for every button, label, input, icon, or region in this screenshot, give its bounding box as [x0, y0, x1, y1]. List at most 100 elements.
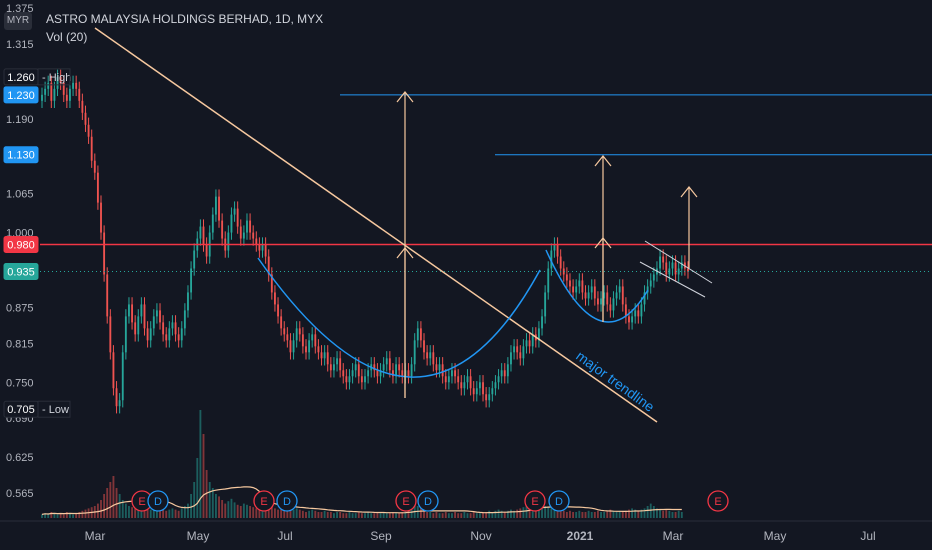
volume-bar: [634, 509, 637, 518]
candle: [264, 237, 267, 264]
candle: [270, 267, 273, 300]
price-badges-layer: 1.260 - High 1.230 1.130 0.980 0.935 0.705 - Lo…: [3, 68, 71, 418]
candle-body: [357, 364, 360, 377]
volume-bar: [258, 506, 261, 518]
candle: [432, 345, 435, 372]
candle-body: [149, 328, 152, 341]
candle: [106, 267, 109, 324]
volume-bar: [454, 512, 456, 518]
candle-body: [674, 262, 677, 275]
volume-bar: [457, 513, 460, 518]
volume-bar: [345, 513, 348, 518]
volume-bar: [367, 512, 370, 518]
candle: [392, 363, 394, 384]
candle-body: [395, 364, 397, 377]
candle-body: [180, 328, 183, 341]
candle-body: [447, 376, 450, 383]
candle-body: [652, 274, 655, 281]
volume-bar: [357, 512, 360, 518]
candle: [112, 345, 115, 396]
candle-body: [687, 268, 689, 272]
candle: [53, 81, 56, 108]
candle: [177, 327, 180, 348]
y-tick-label: 1.190: [6, 114, 34, 126]
candle-body: [84, 112, 87, 125]
volume-bar: [177, 510, 180, 518]
candle-body: [463, 382, 466, 389]
candle: [292, 333, 295, 360]
candle-body: [96, 172, 99, 203]
volume-bar: [485, 512, 488, 518]
candle: [379, 363, 382, 384]
volume-bar: [426, 512, 429, 518]
candle: [597, 291, 599, 312]
candle-body: [56, 76, 59, 89]
candle: [121, 345, 124, 408]
candle: [497, 369, 500, 390]
candle-body: [118, 400, 121, 407]
candle: [652, 267, 655, 288]
candle: [336, 351, 338, 372]
volume-bar: [255, 508, 258, 518]
candle-body: [90, 136, 93, 161]
volume-bar: [320, 512, 323, 518]
volume-bar: [581, 512, 584, 518]
candle: [382, 357, 385, 378]
currency-button[interactable]: MYR: [4, 12, 32, 30]
candle: [348, 369, 351, 390]
candle: [593, 279, 596, 306]
candle: [565, 267, 568, 288]
candle-body: [230, 214, 233, 233]
candle: [246, 213, 248, 240]
volume-bar: [339, 512, 342, 518]
volume-bar: [180, 508, 183, 518]
volume-bar: [590, 512, 593, 518]
earnings-marker: E: [707, 490, 729, 512]
candle: [354, 357, 357, 378]
candle: [500, 363, 503, 384]
volume-bar: [47, 514, 50, 518]
candle-body: [47, 82, 50, 89]
x-tick-label: 2021: [567, 529, 594, 543]
candle-body: [283, 328, 286, 335]
candle: [463, 375, 466, 396]
volume-bar: [643, 508, 646, 518]
candle-body: [305, 346, 307, 353]
candle: [323, 345, 326, 366]
candle: [646, 279, 649, 300]
candle: [159, 303, 161, 330]
earnings-marker: E: [131, 490, 153, 512]
candle-body: [677, 268, 680, 275]
candle: [183, 303, 186, 336]
candle-body: [264, 244, 267, 257]
volume-bar: [224, 503, 227, 518]
arrow-head: [396, 247, 414, 259]
volume-bar: [137, 506, 140, 518]
candle-body: [277, 304, 279, 317]
candle: [258, 237, 261, 258]
price-badge: 0.935: [3, 262, 39, 280]
volume-bar: [230, 498, 233, 518]
candle-body: [246, 220, 248, 233]
flag-line-bottom: [639, 261, 706, 298]
candle: [575, 279, 578, 300]
volume-bar: [497, 509, 500, 518]
candle-body: [544, 292, 547, 317]
candle-body: [314, 334, 317, 347]
candle: [525, 333, 528, 354]
volume-bar: [292, 509, 295, 518]
candle-body: [190, 268, 193, 293]
candle: [100, 195, 102, 240]
candle: [547, 261, 550, 300]
candle-body: [444, 376, 447, 383]
candle-body: [556, 244, 559, 257]
candle-body: [348, 376, 351, 383]
volume-bar: [69, 513, 71, 518]
volume-bar: [677, 510, 680, 518]
volume-bar: [407, 508, 410, 518]
volume-bar: [565, 512, 568, 518]
arrow-target-3: [680, 186, 698, 268]
event-circle: [707, 490, 729, 512]
y-tick-label: 0.875: [6, 302, 34, 314]
